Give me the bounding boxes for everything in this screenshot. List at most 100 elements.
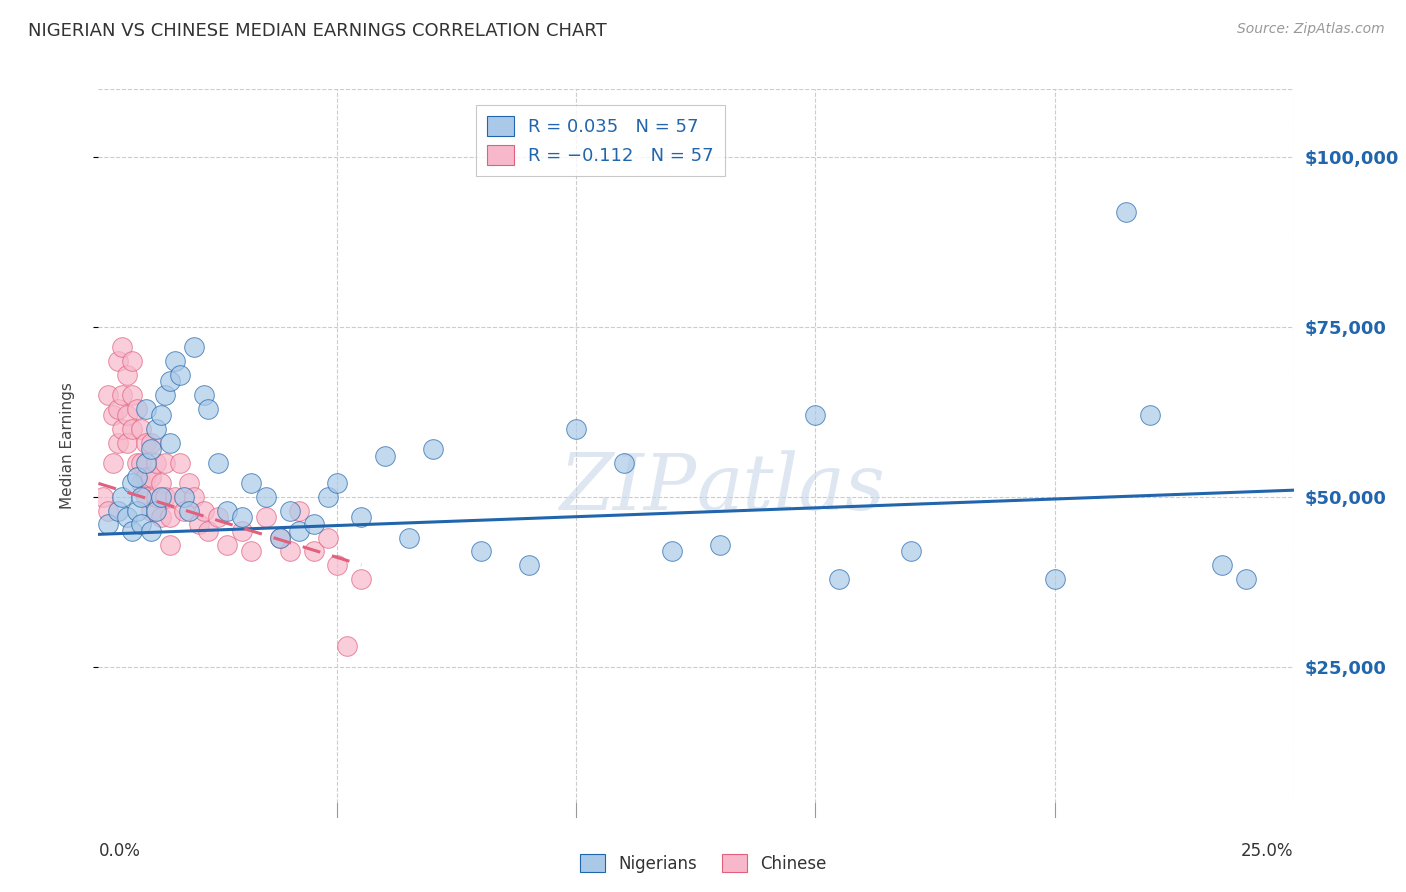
Point: [302, 517, 325, 532]
Point: [900, 544, 922, 558]
Legend: Nigerians, Chinese: Nigerians, Chinese: [572, 847, 834, 880]
Y-axis label: Median Earnings: Median Earnings: [60, 383, 75, 509]
Point: [101, 456, 124, 470]
Point: [326, 558, 349, 572]
Point: [269, 531, 291, 545]
Point: [422, 442, 444, 457]
Point: [131, 476, 153, 491]
Point: [135, 469, 157, 483]
Point: [254, 490, 277, 504]
Point: [115, 510, 138, 524]
Point: [107, 354, 129, 368]
Point: [179, 476, 201, 491]
Point: [269, 531, 291, 545]
Point: [613, 456, 636, 470]
Point: [217, 537, 239, 551]
Point: [187, 517, 209, 532]
Point: [207, 510, 229, 524]
Point: [217, 503, 239, 517]
Point: [155, 490, 177, 504]
Point: [828, 572, 851, 586]
Point: [517, 558, 540, 572]
Point: [131, 490, 153, 504]
Point: [111, 422, 134, 436]
Text: Source: ZipAtlas.com: Source: ZipAtlas.com: [1237, 22, 1385, 37]
Point: [278, 503, 301, 517]
Point: [145, 503, 167, 517]
Point: [135, 490, 157, 504]
Point: [288, 503, 311, 517]
Point: [470, 544, 492, 558]
Point: [350, 572, 373, 586]
Text: atlas: atlas: [696, 450, 884, 527]
Point: [336, 640, 359, 654]
Point: [149, 490, 172, 504]
Point: [121, 422, 143, 436]
Point: [121, 354, 143, 368]
Point: [107, 401, 129, 416]
Point: [145, 456, 167, 470]
Point: [661, 544, 683, 558]
Point: [254, 510, 277, 524]
Point: [1043, 572, 1066, 586]
Point: [278, 544, 301, 558]
Point: [139, 503, 162, 517]
Point: [139, 442, 162, 457]
Point: [179, 503, 201, 517]
Point: [159, 375, 181, 389]
Point: [169, 368, 191, 382]
Point: [135, 401, 157, 416]
Point: [139, 435, 162, 450]
Point: [135, 435, 157, 450]
Point: [173, 490, 195, 504]
Point: [350, 510, 373, 524]
Point: [240, 476, 263, 491]
Point: [159, 435, 181, 450]
Point: [163, 354, 186, 368]
Point: [121, 476, 143, 491]
Point: [231, 510, 253, 524]
Point: [111, 388, 134, 402]
Point: [131, 456, 153, 470]
Point: [155, 388, 177, 402]
Point: [302, 544, 325, 558]
Point: [197, 524, 219, 538]
Point: [115, 368, 138, 382]
Point: [131, 517, 153, 532]
Point: [326, 476, 349, 491]
Point: [1115, 204, 1137, 219]
Point: [240, 544, 263, 558]
Point: [125, 401, 148, 416]
Point: [398, 531, 420, 545]
Text: ZIP: ZIP: [558, 450, 696, 527]
Point: [183, 341, 205, 355]
Point: [193, 388, 215, 402]
Point: [565, 422, 588, 436]
Point: [231, 524, 253, 538]
Legend: R = 0.035   N = 57, R = −0.112   N = 57: R = 0.035 N = 57, R = −0.112 N = 57: [477, 105, 724, 176]
Point: [135, 456, 157, 470]
Text: 0.0%: 0.0%: [98, 842, 141, 860]
Point: [183, 490, 205, 504]
Point: [107, 435, 129, 450]
Point: [159, 510, 181, 524]
Point: [125, 456, 148, 470]
Text: 25.0%: 25.0%: [1241, 842, 1294, 860]
Point: [125, 469, 148, 483]
Point: [121, 524, 143, 538]
Point: [804, 409, 827, 423]
Point: [149, 409, 172, 423]
Point: [374, 449, 396, 463]
Point: [111, 341, 134, 355]
Point: [288, 524, 311, 538]
Point: [163, 490, 186, 504]
Point: [316, 490, 339, 504]
Point: [115, 409, 138, 423]
Point: [97, 517, 120, 532]
Text: NIGERIAN VS CHINESE MEDIAN EARNINGS CORRELATION CHART: NIGERIAN VS CHINESE MEDIAN EARNINGS CORR…: [28, 22, 607, 40]
Point: [97, 503, 120, 517]
Point: [115, 435, 138, 450]
Point: [111, 490, 134, 504]
Point: [107, 503, 129, 517]
Point: [207, 456, 229, 470]
